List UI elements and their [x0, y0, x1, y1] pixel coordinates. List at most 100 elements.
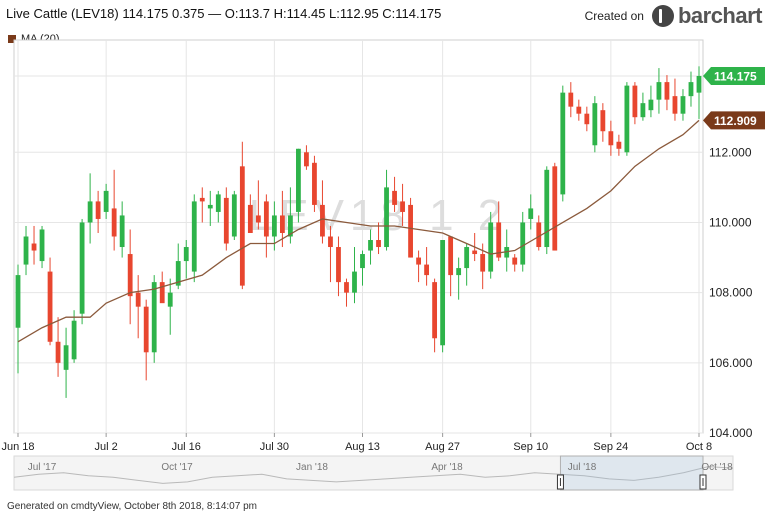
- candle-body: [223, 197, 229, 244]
- candle-body: [672, 96, 678, 114]
- candle-body: [392, 190, 397, 205]
- y-tick-label: 108.000: [709, 286, 753, 300]
- price-label-box: [703, 66, 765, 85]
- candle-body: [111, 208, 117, 237]
- navigator-label: Jan '18: [296, 462, 328, 473]
- candle-body: [368, 240, 373, 251]
- candle-body: [624, 85, 630, 153]
- candle-body: [448, 236, 454, 276]
- candle-body: [664, 82, 670, 100]
- candle-body: [376, 240, 381, 248]
- candle-body: [23, 236, 29, 265]
- y-tick-label: 110.000: [709, 215, 752, 229]
- barchart-logo-icon: [651, 5, 674, 27]
- x-tick-label: Aug 27: [425, 441, 460, 453]
- candle-body: [424, 264, 430, 276]
- x-tick-label: Oct 8: [686, 441, 712, 453]
- candle-body: [336, 247, 341, 283]
- x-tick-label: Sep 10: [513, 441, 548, 453]
- candle-body: [608, 131, 614, 146]
- candle-body: [408, 204, 413, 258]
- candle-body: [279, 215, 285, 233]
- price-label-text: 114.175: [714, 69, 757, 83]
- candle-body: [287, 215, 293, 237]
- candle-body: [688, 82, 694, 97]
- x-tick-label: Jul 16: [172, 441, 201, 453]
- candle-body: [328, 236, 333, 248]
- navigator-area: [13, 455, 734, 491]
- candle-body: [103, 190, 109, 212]
- candle-body: [656, 82, 662, 100]
- candle-body: [39, 229, 45, 262]
- candle-body: [528, 208, 534, 219]
- candle-body: [143, 306, 149, 353]
- navigator-line: [13, 466, 734, 484]
- candle-body: [616, 141, 622, 149]
- navigator-label: Jul '17: [28, 462, 57, 473]
- candle-body: [536, 222, 542, 248]
- candle-body: [79, 222, 85, 314]
- candle-body: [296, 148, 301, 212]
- y-tick-label: 106.000: [709, 356, 753, 370]
- candle-body: [255, 215, 261, 223]
- candle-body: [271, 215, 277, 237]
- candle-body: [568, 92, 574, 107]
- legend-swatch: [8, 35, 16, 43]
- candle-body: [15, 275, 21, 328]
- price-label-text: 112.909: [714, 114, 757, 128]
- candle-body: [552, 166, 558, 251]
- plot-area: [13, 39, 704, 434]
- candle-body: [231, 194, 237, 237]
- y-tick-label: 112.000: [709, 145, 752, 159]
- candle-body: [344, 282, 349, 293]
- x-tick-label: Jun 18: [1, 441, 34, 453]
- candle-body: [576, 106, 582, 114]
- candle-body: [47, 271, 53, 342]
- candle-body: [384, 187, 389, 248]
- candle-body: [87, 201, 93, 223]
- candle-body: [207, 204, 213, 209]
- candle-body: [312, 162, 317, 205]
- candle-body: [239, 166, 245, 286]
- candle-body: [159, 282, 165, 304]
- navigator-label: Jul '18: [568, 462, 597, 473]
- candle-body: [31, 243, 37, 251]
- candle-body: [480, 254, 486, 272]
- price-chart[interactable]: 104.000 106.000 108.000 110.000 112.000 114.1…: [0, 0, 770, 500]
- price-label-box: [703, 111, 765, 130]
- x-tick-label: Sep 24: [593, 441, 628, 453]
- x-tick-label: Aug 13: [345, 441, 380, 453]
- candle-body: [440, 240, 446, 346]
- brand-name: barchart: [677, 3, 763, 28]
- candle-body: [55, 341, 61, 363]
- candle-body: [71, 320, 77, 360]
- candle-body: [400, 201, 405, 212]
- candle-body: [63, 345, 69, 370]
- candle-body: [263, 201, 269, 237]
- brand-prefix: Created on: [584, 9, 644, 23]
- candle-body: [304, 152, 309, 167]
- candle-body: [600, 110, 606, 132]
- candle-body: [215, 194, 221, 212]
- candle-body: [247, 204, 253, 233]
- candle-body: [432, 282, 438, 339]
- x-tick-label: Jul 2: [95, 441, 118, 453]
- chart-title: Live Cattle (LEV18) 114.175 0.375 — O:11…: [6, 6, 442, 21]
- candle-body: [352, 271, 357, 293]
- candle-body: [167, 292, 173, 307]
- navigator-selection: [559, 455, 704, 491]
- candle-body: [135, 292, 141, 307]
- candle-body: [640, 103, 646, 118]
- candle-body: [696, 75, 702, 93]
- candle-body: [183, 247, 189, 262]
- candle-body: [360, 254, 365, 269]
- brand[interactable]: Created on barchart: [584, 2, 763, 30]
- candle-body: [127, 254, 133, 297]
- candle-body: [520, 222, 526, 265]
- candle-body: [512, 257, 518, 265]
- candle-body: [472, 250, 478, 255]
- footer-generated: Generated on cmdtyView, October 8th 2018…: [7, 501, 257, 512]
- candle-body: [320, 204, 325, 237]
- navigator-label: Oct '18: [701, 462, 733, 473]
- navigator-label: Oct '17: [161, 462, 193, 473]
